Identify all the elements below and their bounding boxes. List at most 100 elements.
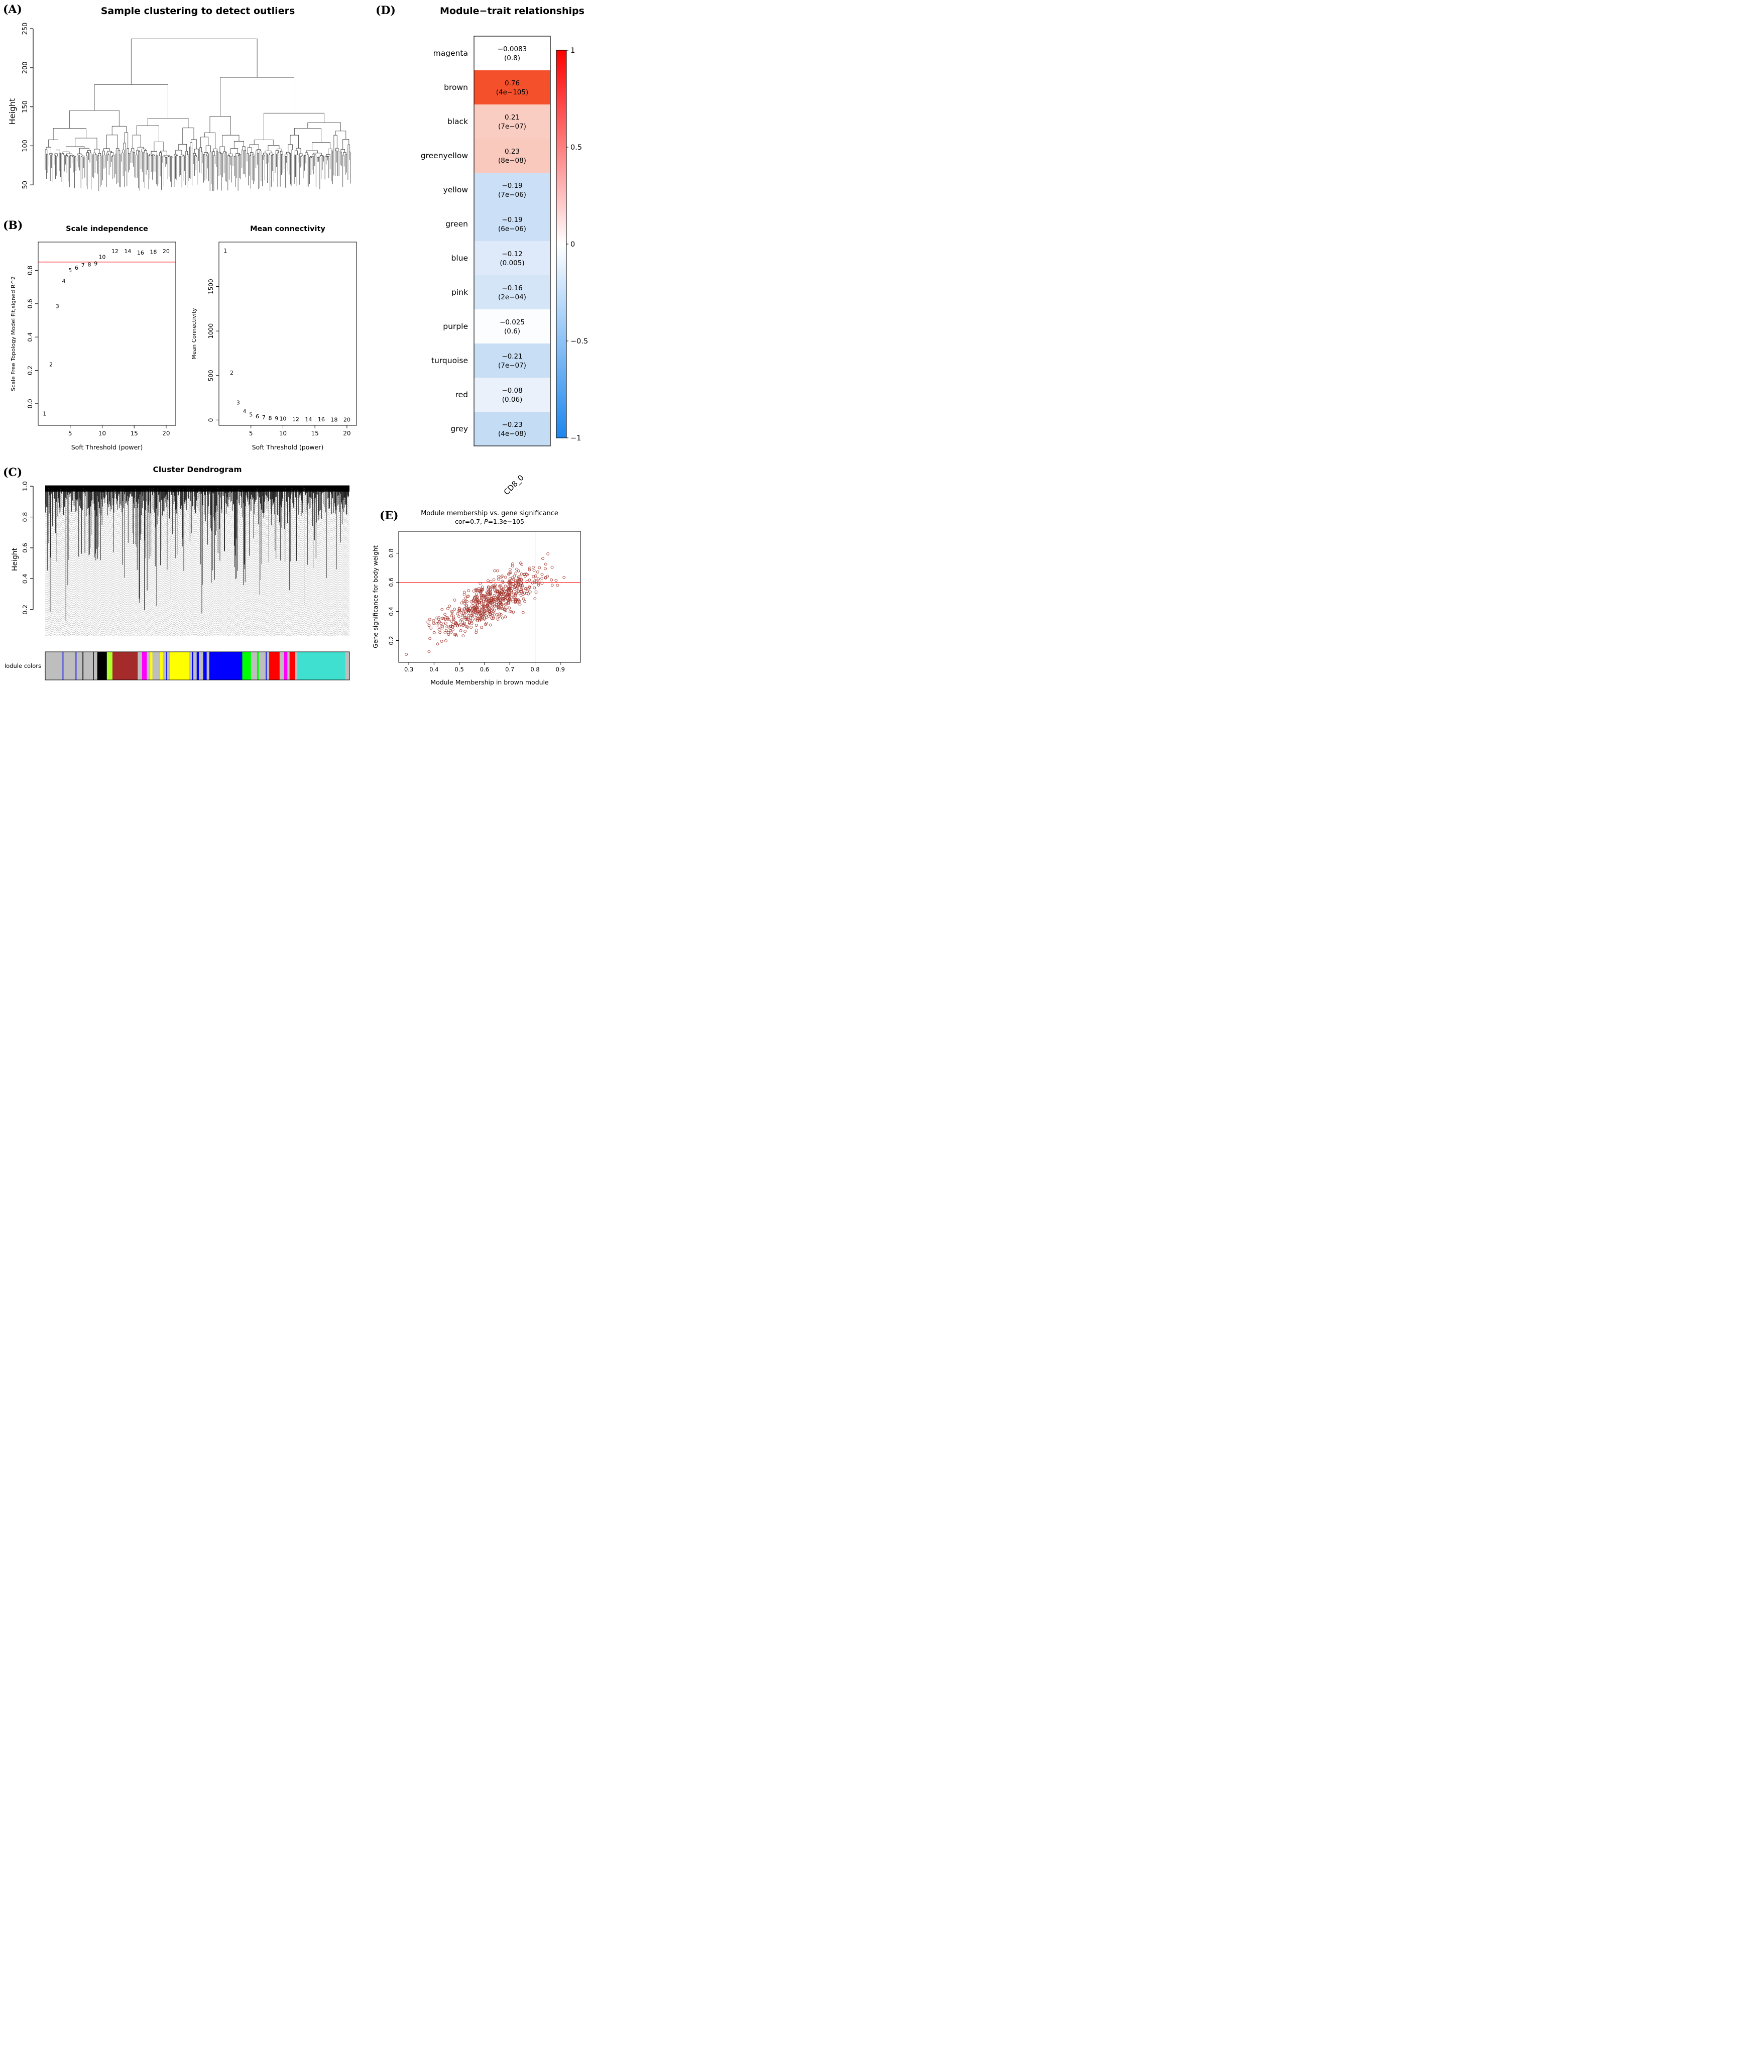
heatmap-rows: magenta −0.0083(0.8) brown 0.76(4e−105) blac… [421, 36, 551, 446]
svg-text:Module colors: Module colors [5, 662, 41, 669]
heatmap-cell-turquoise [474, 343, 550, 378]
svg-text:16: 16 [318, 416, 325, 423]
svg-text:20: 20 [162, 430, 170, 437]
svg-text:500: 500 [207, 370, 214, 381]
heatmap-cell-grey [474, 412, 550, 446]
svg-text:0.5: 0.5 [455, 666, 464, 673]
svg-text:0.7: 0.7 [505, 666, 514, 673]
svg-text:1: 1 [223, 248, 227, 254]
svg-text:greenyellow: greenyellow [421, 151, 468, 160]
panel-e-label: (E) [380, 509, 399, 522]
svg-text:0.2: 0.2 [27, 366, 34, 375]
svg-text:grey: grey [450, 424, 468, 433]
svg-text:−0.0083: −0.0083 [498, 45, 527, 53]
svg-text:magenta: magenta [433, 49, 468, 58]
svg-text:0.8: 0.8 [27, 266, 34, 275]
svg-text:−0.21: −0.21 [502, 353, 522, 361]
svg-text:CD8_0: CD8_0 [502, 473, 526, 497]
svg-text:9: 9 [94, 261, 97, 267]
heatmap-cell-brown [474, 70, 550, 104]
svg-text:10: 10 [98, 254, 105, 260]
svg-text:2: 2 [49, 361, 53, 368]
svg-text:Soft Threshold (power): Soft Threshold (power) [252, 443, 324, 451]
svg-text:5: 5 [249, 430, 253, 437]
svg-text:red: red [455, 390, 468, 399]
svg-text:7: 7 [81, 262, 85, 269]
heatmap-cell-black [474, 104, 550, 139]
gene-dendrogram-lines [45, 485, 349, 636]
svg-text:(7e−06): (7e−06) [498, 191, 526, 199]
svg-text:Mean connectivity: Mean connectivity [250, 225, 325, 233]
svg-text:−0.16: −0.16 [502, 284, 522, 292]
svg-text:0.4: 0.4 [388, 607, 395, 616]
svg-text:18: 18 [150, 249, 157, 255]
svg-text:Soft Threshold (power): Soft Threshold (power) [71, 443, 143, 451]
svg-text:3: 3 [237, 399, 240, 406]
svg-text:(0.06): (0.06) [502, 396, 523, 404]
svg-text:0.76: 0.76 [505, 79, 520, 87]
svg-text:5: 5 [249, 412, 253, 418]
svg-text:150: 150 [22, 100, 29, 113]
svg-text:−0.025: −0.025 [500, 318, 525, 326]
svg-text:5: 5 [68, 267, 72, 274]
svg-text:1000: 1000 [207, 323, 214, 339]
svg-text:Gene significance for body wei: Gene significance for body weight [372, 545, 379, 648]
heatmap-cell-pink [474, 275, 550, 309]
heatmap-cell-magenta [474, 36, 550, 70]
mm-gs-scatter-chart: Module membership vs. gene significancec… [372, 510, 581, 686]
svg-text:pink: pink [451, 288, 468, 297]
svg-text:0.0: 0.0 [27, 399, 34, 408]
svg-text:0.4: 0.4 [21, 573, 29, 584]
svg-text:0.2: 0.2 [388, 636, 395, 645]
svg-text:(6e−06): (6e−06) [498, 225, 526, 233]
svg-text:cor=0.7, P=1.3e−105: cor=0.7, P=1.3e−105 [455, 518, 524, 525]
svg-text:(4e−08): (4e−08) [498, 430, 526, 438]
svg-text:18: 18 [330, 416, 337, 423]
svg-text:−1: −1 [570, 434, 581, 442]
svg-text:1.0: 1.0 [21, 481, 29, 491]
svg-text:−0.19: −0.19 [502, 182, 522, 190]
svg-text:(8e−08): (8e−08) [498, 157, 526, 165]
sample-clustering-chart: Sample clustering to detect outliers 50 10… [8, 6, 351, 191]
svg-text:20: 20 [343, 430, 350, 437]
svg-text:0.5: 0.5 [570, 144, 582, 152]
svg-text:Height: Height [11, 547, 19, 571]
svg-text:(0.6): (0.6) [504, 327, 520, 335]
svg-text:3: 3 [56, 303, 59, 309]
svg-text:4: 4 [62, 278, 65, 284]
svg-text:1500: 1500 [207, 279, 214, 294]
svg-text:0.8: 0.8 [530, 666, 539, 673]
svg-text:15: 15 [131, 430, 138, 437]
svg-text:6: 6 [256, 413, 259, 420]
module-trait-heatmap: Module−trait relationships magenta −0.0083… [421, 6, 587, 497]
svg-text:20: 20 [343, 417, 350, 423]
panel-c-label: (C) [3, 466, 23, 479]
svg-text:0.4: 0.4 [27, 332, 34, 342]
svg-text:−0.23: −0.23 [502, 421, 522, 429]
svg-text:16: 16 [137, 250, 144, 256]
svg-text:(7e−07): (7e−07) [498, 362, 526, 370]
svg-text:10: 10 [279, 430, 287, 437]
svg-text:50: 50 [22, 181, 29, 189]
svg-text:yellow: yellow [443, 185, 468, 194]
svg-text:7: 7 [262, 414, 266, 421]
heatmap-cell-blue [474, 241, 550, 275]
svg-text:250: 250 [22, 23, 29, 35]
figure: (A) (B) (C) (D) (E) Sample clustering to… [0, 0, 588, 690]
svg-text:−0.19: −0.19 [502, 216, 522, 224]
svg-text:8: 8 [87, 261, 91, 268]
svg-text:6: 6 [75, 265, 78, 271]
cluster-dendrogram-chart: Cluster Dendrogram 0.2 0.4 0.6 0.8 1.0 Height M… [5, 465, 350, 680]
svg-text:4: 4 [243, 408, 246, 415]
svg-text:−0.5: −0.5 [570, 337, 587, 346]
svg-text:0.21: 0.21 [505, 113, 520, 122]
svg-text:Module−trait relationships: Module−trait relationships [440, 6, 584, 17]
svg-text:0.4: 0.4 [429, 666, 438, 673]
svg-text:14: 14 [305, 416, 312, 423]
svg-text:1: 1 [570, 47, 575, 55]
svg-text:12: 12 [292, 416, 299, 422]
svg-text:Scale Free Topology Model Fit,: Scale Free Topology Model Fit,signed R^2 [10, 276, 17, 391]
